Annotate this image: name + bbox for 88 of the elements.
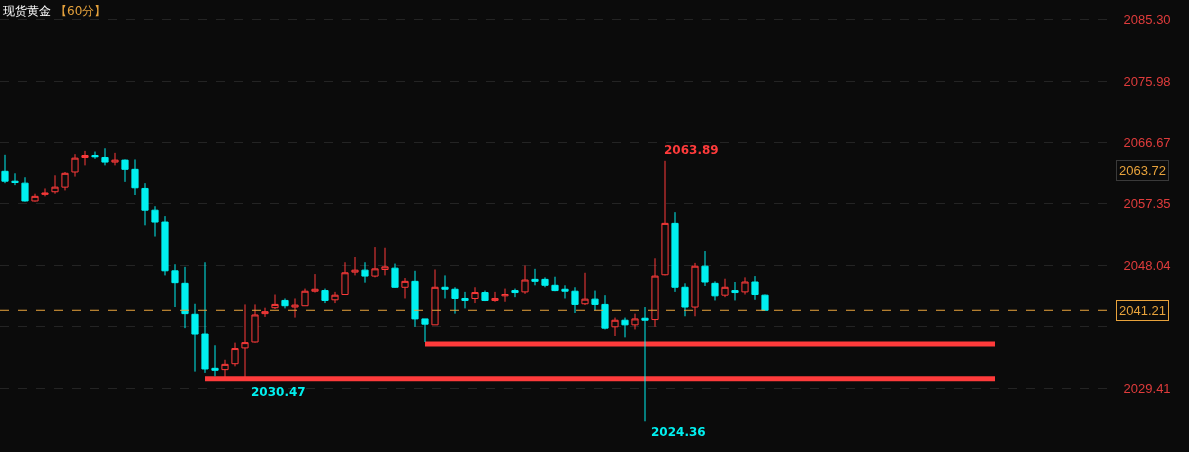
candlestick xyxy=(551,276,559,292)
candlestick xyxy=(651,257,659,328)
candlestick xyxy=(491,291,499,303)
candlestick xyxy=(711,280,719,301)
candlestick xyxy=(741,276,749,296)
candlestick xyxy=(21,176,29,203)
text: 2063.89 xyxy=(664,143,719,157)
candlestick xyxy=(131,158,139,196)
y-tick-label: 2029.41 xyxy=(1123,380,1171,396)
candlestick xyxy=(101,147,109,166)
candlestick xyxy=(391,263,399,289)
chart-title: 现货黄金 xyxy=(3,4,51,18)
candlestick xyxy=(461,291,469,309)
candlestick xyxy=(731,281,739,301)
candlestick xyxy=(591,290,599,311)
candlestick xyxy=(661,160,669,276)
candlestick xyxy=(761,294,769,311)
candlestick xyxy=(31,193,39,203)
text: 2063.72 xyxy=(1119,163,1166,178)
candlestick xyxy=(471,286,479,304)
candlestick xyxy=(611,317,619,337)
candlestick xyxy=(291,297,299,319)
candlestick xyxy=(361,261,369,284)
candlestick xyxy=(351,256,359,276)
text: 2030.47 xyxy=(251,385,306,399)
candlestick xyxy=(721,278,729,298)
candlestick xyxy=(121,158,129,183)
candlestick xyxy=(751,275,759,301)
candlestick xyxy=(161,215,169,276)
y-tick-label: 2085.30 xyxy=(1123,12,1171,28)
candlestick xyxy=(41,187,49,197)
candlestick xyxy=(441,274,449,299)
candlestick xyxy=(451,286,459,315)
candlestick xyxy=(681,282,689,317)
candlestick xyxy=(701,250,709,287)
candlestick xyxy=(581,272,589,306)
chart-subtitle: 【60分】 xyxy=(55,4,107,18)
candlestick xyxy=(151,205,159,238)
candlestick xyxy=(91,151,99,160)
candlestick xyxy=(341,261,349,296)
candlestick xyxy=(171,263,179,308)
candlestick xyxy=(201,261,209,374)
candlestick xyxy=(541,276,549,288)
y-tick-label: 2057.35 xyxy=(1123,196,1171,212)
candlestick xyxy=(621,317,629,338)
candlestick xyxy=(321,288,329,304)
candlestick xyxy=(531,268,539,286)
candlestick xyxy=(181,266,189,329)
candlestick xyxy=(691,262,699,317)
candlestick xyxy=(311,273,319,294)
candlestick xyxy=(1,154,9,184)
y-tick-label: 2048.04 xyxy=(1123,257,1171,273)
candlestick xyxy=(141,182,149,226)
candlestick xyxy=(231,342,239,367)
candlestick xyxy=(61,171,69,191)
candlestick xyxy=(561,284,569,299)
candlestick xyxy=(251,303,259,344)
candlestick xyxy=(431,268,439,326)
candlestick xyxy=(501,288,509,303)
candlestick xyxy=(511,288,519,298)
candlestick xyxy=(641,306,649,422)
candlestick xyxy=(81,150,89,166)
candlestick xyxy=(381,247,389,276)
candlestick xyxy=(401,277,409,299)
candlestick xyxy=(111,152,119,166)
candlestick xyxy=(411,270,419,328)
candlestick xyxy=(281,297,289,309)
candlestick xyxy=(211,344,219,377)
candlestick xyxy=(71,153,79,178)
candlestick xyxy=(261,307,269,318)
candlestick xyxy=(481,290,489,302)
candlestick xyxy=(521,265,529,295)
y-tick-label: 2066.67 xyxy=(1123,135,1171,151)
candlestick xyxy=(601,294,609,330)
y-tick-label: 2075.98 xyxy=(1123,73,1171,89)
candlestick xyxy=(11,172,19,186)
candlestick xyxy=(271,294,279,310)
candlestick xyxy=(301,288,309,307)
candlestick xyxy=(331,291,339,304)
candlestick xyxy=(571,286,579,314)
candlestick xyxy=(671,211,679,293)
text: 2024.36 xyxy=(651,425,706,439)
candlestick xyxy=(191,303,199,373)
ref-line-label: 2041.21 xyxy=(1119,303,1166,318)
candlestick xyxy=(421,318,429,343)
candlestick xyxy=(631,313,639,330)
candlestick xyxy=(371,246,379,278)
candlestick xyxy=(51,174,59,195)
